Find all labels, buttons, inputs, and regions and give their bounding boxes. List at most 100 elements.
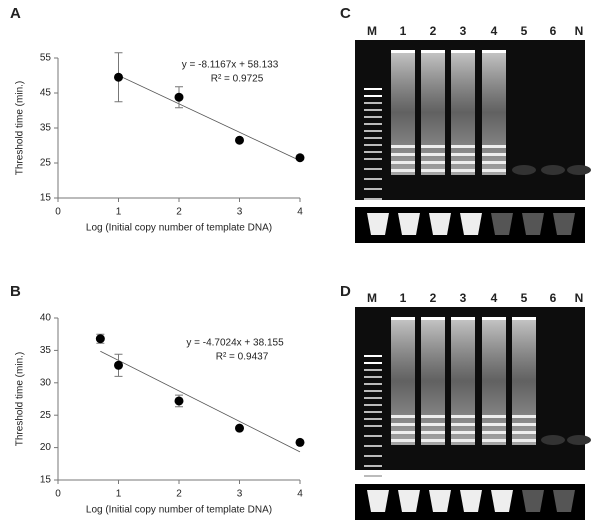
tube <box>522 213 544 235</box>
gel-well <box>391 50 415 53</box>
gel-band <box>391 423 415 426</box>
gel-band <box>512 431 536 434</box>
gel-band <box>482 415 506 418</box>
y-axis-label: Threshold time (min.) <box>15 352 26 446</box>
trendline <box>100 350 301 453</box>
lane-label: N <box>575 291 584 305</box>
tube <box>367 213 389 235</box>
data-point <box>295 437 305 447</box>
y-tick-label: 55 <box>40 53 52 64</box>
primer-dimer <box>541 165 565 175</box>
data-point <box>95 334 105 344</box>
tube <box>429 490 451 512</box>
x-tick-label: 3 <box>237 207 243 218</box>
x-tick-label: 4 <box>297 207 303 218</box>
gel-band <box>512 439 536 442</box>
ladder-band <box>364 109 382 111</box>
gel-band <box>391 439 415 442</box>
gel-band <box>451 153 475 156</box>
gel-band <box>391 145 415 148</box>
y-tick-label: 45 <box>40 88 52 99</box>
lane-label: 1 <box>400 291 407 305</box>
ladder-band <box>364 137 382 139</box>
lane-label: 2 <box>430 24 437 38</box>
y-tick-label: 15 <box>40 193 52 204</box>
ladder-band <box>364 435 382 437</box>
ladder-band <box>364 475 382 477</box>
lane-label: 4 <box>491 291 498 305</box>
gel-well <box>421 50 445 53</box>
y-tick-label: 15 <box>40 475 52 486</box>
lane-label: 4 <box>491 24 498 38</box>
gel-band <box>451 431 475 434</box>
ladder-band <box>364 455 382 457</box>
ladder-band <box>364 418 382 420</box>
ladder-band <box>364 465 382 467</box>
y-tick-label: 20 <box>40 442 52 453</box>
ladder-band <box>364 116 382 118</box>
gel-band <box>512 423 536 426</box>
gel-band <box>451 423 475 426</box>
ladder-band <box>364 362 382 364</box>
r-squared: R² = 0.9437 <box>216 352 269 363</box>
gel-smear <box>482 50 506 175</box>
gel-well <box>451 317 475 320</box>
gel-band <box>451 415 475 418</box>
ladder-band <box>364 151 382 153</box>
ladder-band <box>364 168 382 170</box>
r-squared: R² = 0.9725 <box>211 74 264 85</box>
equation: y = -8.1167x + 58.133 <box>182 60 279 71</box>
primer-dimer <box>512 165 536 175</box>
x-axis-label: Log (Initial copy number of template DNA… <box>86 505 272 516</box>
gel-band <box>482 423 506 426</box>
x-tick-label: 1 <box>116 489 122 500</box>
ladder-band <box>364 425 382 427</box>
gel-band <box>482 145 506 148</box>
ladder-band <box>364 355 382 357</box>
tube <box>491 490 513 512</box>
tube <box>429 213 451 235</box>
x-axis-label: Log (Initial copy number of template DNA… <box>86 223 272 234</box>
panel-label: D <box>340 283 351 300</box>
ladder-band <box>364 88 382 90</box>
x-tick-label: 2 <box>176 489 182 500</box>
lane-label: 6 <box>550 291 557 305</box>
gel-smear <box>391 50 415 175</box>
gel-band <box>512 415 536 418</box>
lane-label: 2 <box>430 291 437 305</box>
gel-well <box>512 317 536 320</box>
equation: y = -4.7024x + 38.155 <box>186 338 284 349</box>
x-tick-label: 0 <box>55 207 61 218</box>
ladder-band <box>364 445 382 447</box>
ladder-band <box>364 95 382 97</box>
tube <box>553 490 575 512</box>
gel-band <box>482 439 506 442</box>
data-point <box>235 423 244 433</box>
lane-label: M <box>367 24 377 38</box>
y-tick-label: 25 <box>40 410 52 421</box>
x-tick-label: 3 <box>237 489 243 500</box>
gel-band <box>391 153 415 156</box>
x-tick-label: 4 <box>297 489 303 500</box>
gel-band <box>451 169 475 172</box>
gel-band <box>421 439 445 442</box>
tube <box>460 490 482 512</box>
primer-dimer <box>567 435 591 445</box>
ladder-band <box>364 397 382 399</box>
ladder-band <box>364 411 382 413</box>
gel-smear <box>451 50 475 175</box>
lane-label: 1 <box>400 24 407 38</box>
lane-label: 3 <box>460 291 467 305</box>
ladder-band <box>364 158 382 160</box>
tube <box>460 213 482 235</box>
lane-label: 6 <box>550 24 557 38</box>
gel-band <box>421 161 445 164</box>
ladder-band <box>364 188 382 190</box>
x-tick-label: 0 <box>55 489 61 500</box>
tube <box>398 490 420 512</box>
gel-well <box>451 50 475 53</box>
primer-dimer <box>541 435 565 445</box>
ladder-band <box>364 123 382 125</box>
gel-band <box>391 161 415 164</box>
